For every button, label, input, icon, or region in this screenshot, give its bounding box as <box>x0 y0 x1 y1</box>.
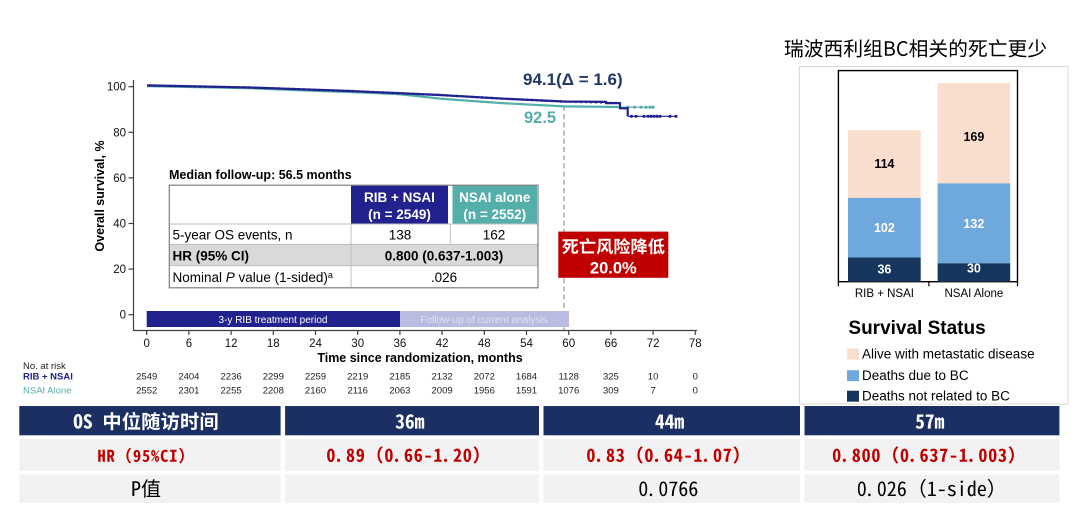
svg-text:1956: 1956 <box>474 385 495 396</box>
svg-text:RIB + NSAI: RIB + NSAI <box>23 372 73 383</box>
svg-text:Alive with metastatic disease: Alive with metastatic disease <box>862 347 1035 362</box>
svg-text:.026: .026 <box>431 270 457 285</box>
svg-text:2552: 2552 <box>136 385 157 396</box>
svg-text:162: 162 <box>483 228 506 243</box>
svg-text:42: 42 <box>436 338 449 350</box>
svg-text:36: 36 <box>394 338 407 350</box>
svg-text:3-y RIB treatment period: 3-y RIB treatment period <box>219 315 328 326</box>
svg-text:48: 48 <box>478 338 491 350</box>
svg-text:Deaths not related to BC: Deaths not related to BC <box>862 389 1010 404</box>
svg-text:2236: 2236 <box>221 372 242 383</box>
svg-text:102: 102 <box>874 221 895 235</box>
svg-text:NSAI Alone: NSAI Alone <box>23 385 72 396</box>
svg-text:54: 54 <box>520 338 533 350</box>
svg-text:0.800 (0.637-1.003): 0.800 (0.637-1.003) <box>385 249 504 264</box>
svg-text:1591: 1591 <box>516 385 537 396</box>
svg-text:RIB + NSAI: RIB + NSAI <box>855 288 914 300</box>
svg-text:1076: 1076 <box>558 385 579 396</box>
svg-text:2132: 2132 <box>432 372 453 383</box>
svg-text:0: 0 <box>120 310 126 322</box>
svg-text:No. at risk: No. at risk <box>23 361 66 372</box>
svg-text:60: 60 <box>562 338 575 350</box>
svg-text:1684: 1684 <box>516 372 537 383</box>
svg-text:30: 30 <box>351 338 364 350</box>
svg-text:2219: 2219 <box>347 372 368 383</box>
svg-text:2116: 2116 <box>347 385 367 396</box>
svg-text:NSAI Alone: NSAI Alone <box>944 288 1003 300</box>
svg-text:5-year OS events, n: 5-year OS events, n <box>173 228 293 243</box>
svg-text:0: 0 <box>693 385 698 396</box>
svg-text:40: 40 <box>113 219 126 231</box>
svg-text:138: 138 <box>389 228 412 243</box>
svg-text:100: 100 <box>107 82 126 94</box>
svg-text:78: 78 <box>689 338 702 350</box>
svg-text:2009: 2009 <box>432 385 453 396</box>
svg-text:2255: 2255 <box>221 385 242 396</box>
svg-text:(n = 2552): (n = 2552) <box>463 207 526 222</box>
svg-text:7: 7 <box>650 385 655 396</box>
svg-text:92.5: 92.5 <box>524 109 556 127</box>
svg-text:169: 169 <box>963 130 984 144</box>
svg-text:132: 132 <box>963 217 984 231</box>
svg-text:12: 12 <box>225 338 238 350</box>
svg-text:2259: 2259 <box>305 372 326 383</box>
svg-text:72: 72 <box>647 338 660 350</box>
svg-text:24: 24 <box>309 338 322 350</box>
svg-text:20: 20 <box>113 264 126 276</box>
svg-text:2299: 2299 <box>263 372 284 383</box>
svg-text:Nominal P value (1-sided)a: Nominal P value (1-sided)a <box>173 270 333 285</box>
svg-text:114: 114 <box>874 157 894 171</box>
svg-text:2208: 2208 <box>263 385 284 396</box>
svg-text:80: 80 <box>113 127 126 139</box>
svg-text:(n = 2549): (n = 2549) <box>368 207 431 222</box>
svg-text:Survival Status: Survival Status <box>848 318 985 339</box>
svg-text:HR (95% CI): HR (95% CI) <box>173 249 250 264</box>
svg-text:6: 6 <box>186 338 192 350</box>
svg-text:60: 60 <box>113 173 126 185</box>
svg-text:36: 36 <box>877 263 891 277</box>
svg-text:2404: 2404 <box>178 372 199 383</box>
svg-text:1128: 1128 <box>558 372 578 383</box>
svg-text:66: 66 <box>605 338 618 350</box>
svg-text:Deaths due to BC: Deaths due to BC <box>862 368 969 383</box>
svg-text:18: 18 <box>267 338 280 350</box>
svg-text:20.0%: 20.0% <box>590 260 637 278</box>
svg-text:0: 0 <box>143 338 149 350</box>
svg-text:2301: 2301 <box>178 385 199 396</box>
svg-text:2063: 2063 <box>389 385 410 396</box>
svg-text:0: 0 <box>693 372 698 383</box>
svg-text:RIB + NSAI: RIB + NSAI <box>364 190 435 205</box>
svg-text:2072: 2072 <box>474 372 495 383</box>
svg-text:Follow-up of current analysis: Follow-up of current analysis <box>420 315 547 326</box>
svg-text:10: 10 <box>648 372 659 383</box>
svg-text:NSAI alone: NSAI alone <box>459 190 531 205</box>
svg-text:309: 309 <box>603 385 619 396</box>
svg-text:Time since randomization, mont: Time since randomization, months <box>317 351 522 365</box>
svg-text:2549: 2549 <box>136 372 157 383</box>
svg-text:30: 30 <box>967 262 981 276</box>
svg-text:325: 325 <box>603 372 619 383</box>
svg-text:Overall survival, %: Overall survival, % <box>93 140 107 251</box>
svg-text:94.1(Δ = 1.6): 94.1(Δ = 1.6) <box>523 70 623 89</box>
svg-text:2160: 2160 <box>305 385 326 396</box>
svg-text:2185: 2185 <box>389 372 410 383</box>
svg-text:Median follow-up: 56.5 months: Median follow-up: 56.5 months <box>169 168 352 182</box>
